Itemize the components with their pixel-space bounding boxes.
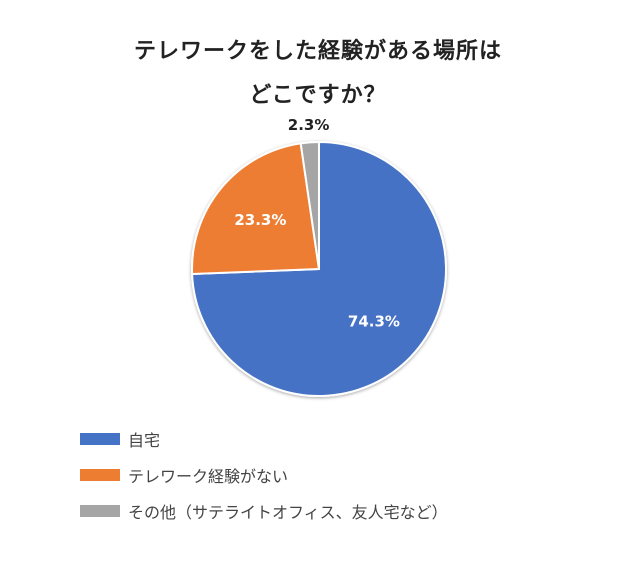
- data-label-home: 74.3%: [348, 312, 400, 330]
- legend-item-home: 自宅: [80, 421, 620, 457]
- legend: 自宅 テレワーク経験がない その他（サテライトオフィス、友人宅など）: [80, 421, 620, 529]
- chart-title-line-2: どこですか？: [249, 83, 387, 108]
- legend-label-other: その他（サテライトオフィス、友人宅など）: [128, 503, 448, 522]
- legend-swatch-other: [80, 505, 120, 517]
- data-label-no-experience: 23.3%: [234, 211, 286, 229]
- legend-item-no-experience: テレワーク経験がない: [80, 457, 620, 493]
- pie-slice-no-experience: [191, 142, 321, 276]
- data-label-other: 2.3%: [288, 116, 330, 134]
- legend-item-other: その他（サテライトオフィス、友人宅など）: [80, 493, 620, 529]
- pie-slice-other: [299, 140, 320, 270]
- chart-title: テレワークをした経験がある場所は どこですか？: [0, 30, 636, 118]
- chart-title-line-1: テレワークをした経験がある場所は: [133, 39, 502, 64]
- legend-swatch-no-experience: [80, 469, 120, 481]
- legend-label-home: 自宅: [128, 431, 161, 450]
- legend-label-no-experience: テレワーク経験がない: [128, 467, 289, 486]
- legend-swatch-home: [80, 433, 120, 445]
